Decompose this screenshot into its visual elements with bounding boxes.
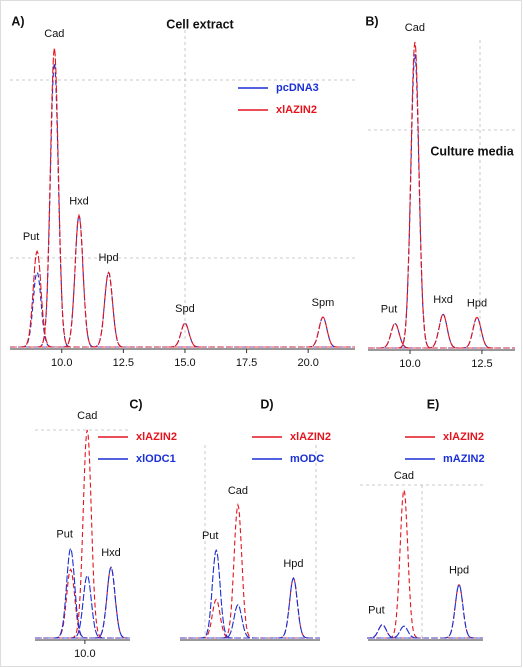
- peak-label: Cad: [405, 22, 425, 34]
- peak-label: Hpd: [467, 297, 487, 309]
- legend-label: mODC: [290, 453, 324, 465]
- legend-label: xlAZIN2: [443, 431, 484, 443]
- x-tick-label: 10.0: [74, 648, 95, 660]
- peak: [92, 271, 125, 348]
- x-tick-label: 17.5: [236, 357, 257, 369]
- peak: [398, 41, 432, 349]
- peak: [54, 568, 87, 639]
- legend-label: xlAZIN2: [276, 104, 317, 116]
- peak: [460, 316, 494, 349]
- peak: [388, 625, 420, 639]
- peak: [38, 47, 71, 348]
- peak: [388, 487, 420, 639]
- x-tick-label: 20.0: [297, 357, 318, 369]
- x-tick-label: 15.0: [174, 357, 195, 369]
- peak: [378, 322, 412, 349]
- x-tick-label: 10.0: [399, 358, 420, 370]
- peak-label: Hpd: [283, 558, 303, 570]
- peak: [307, 316, 339, 348]
- peak: [71, 574, 104, 639]
- peak-label: Spm: [312, 297, 335, 309]
- peak: [443, 583, 475, 639]
- peak: [222, 604, 254, 639]
- peak-label: Cad: [77, 410, 97, 422]
- peak: [92, 271, 125, 348]
- peak-label: Put: [56, 528, 73, 540]
- peak: [94, 566, 128, 639]
- peak: [54, 547, 87, 639]
- peak: [169, 322, 201, 348]
- legend-label: xlAZIN2: [136, 431, 177, 443]
- peak-label: Hpd: [449, 565, 469, 577]
- peak-label: Spd: [175, 303, 195, 315]
- peak: [278, 577, 309, 639]
- peak: [63, 213, 95, 348]
- peak: [200, 548, 232, 639]
- panel-label: D): [260, 397, 273, 411]
- peak-label: Put: [381, 303, 398, 315]
- legend-label: xlODC1: [136, 453, 176, 465]
- peak-label: Hxd: [433, 294, 453, 306]
- legend-label: mAZIN2: [443, 453, 485, 465]
- panel-label: A): [11, 14, 24, 28]
- peak-label: Hpd: [98, 252, 118, 264]
- peak: [367, 624, 398, 639]
- peak: [63, 213, 95, 348]
- panel-label: B): [365, 14, 378, 28]
- peak: [200, 598, 232, 639]
- panel-title: Culture media: [430, 144, 514, 158]
- panel-label: C): [129, 397, 142, 411]
- panel-title: Cell extract: [166, 17, 234, 31]
- peak: [307, 316, 339, 348]
- x-tick-label: 10.0: [51, 357, 72, 369]
- legend-label: pcDNA3: [276, 82, 319, 94]
- peak: [38, 62, 71, 348]
- peak: [21, 249, 53, 348]
- peak: [443, 583, 475, 639]
- peak: [71, 429, 104, 639]
- peak: [378, 322, 412, 349]
- peak-label: Cad: [394, 470, 414, 482]
- peak-label: Put: [23, 231, 40, 243]
- peak: [398, 54, 432, 349]
- peak: [427, 313, 460, 349]
- panel-label: E): [427, 397, 440, 411]
- peak-label: Hxd: [101, 547, 121, 559]
- peak-label: Hxd: [69, 195, 89, 207]
- peak: [94, 566, 128, 639]
- legend-label: xlAZIN2: [290, 431, 331, 443]
- peak: [222, 503, 254, 639]
- peak-label: Put: [368, 605, 385, 617]
- peak-label: Cad: [44, 28, 64, 40]
- peak: [278, 577, 309, 639]
- peak: [21, 271, 53, 348]
- peak: [427, 313, 460, 349]
- peak-label: Put: [202, 530, 219, 542]
- x-tick-label: 12.5: [113, 357, 134, 369]
- x-tick-label: 12.5: [471, 358, 492, 370]
- peak-label: Cad: [228, 485, 248, 497]
- peak: [460, 316, 494, 349]
